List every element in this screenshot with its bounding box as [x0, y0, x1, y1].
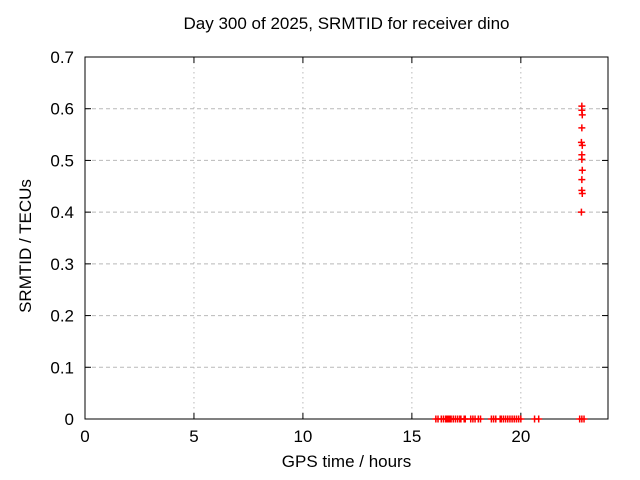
data-point-marker: [578, 155, 586, 163]
y-tick-label: 0.1: [50, 358, 74, 377]
data-point-marker: [577, 138, 585, 146]
data-point-marker: [577, 208, 585, 216]
data-point-marker: [580, 415, 588, 423]
data-point-marker: [578, 166, 586, 174]
y-tick-label: 0.3: [50, 255, 74, 274]
y-tick-label: 0.7: [50, 48, 74, 67]
chart-title: Day 300 of 2025, SRMTID for receiver din…: [183, 14, 510, 33]
data-point-marker: [578, 124, 586, 132]
x-tick-label: 20: [511, 427, 530, 446]
x-axis-label: GPS time / hours: [281, 452, 412, 471]
plot-border: [84, 56, 609, 420]
data-point-marker: [578, 190, 586, 198]
x-tick-label: 5: [189, 427, 198, 446]
x-tick-label: 15: [402, 427, 421, 446]
y-tick-label: 0.6: [50, 100, 74, 119]
data-point-marker: [578, 176, 586, 184]
data-point-marker: [477, 415, 485, 423]
y-tick-label: 0: [65, 410, 74, 429]
y-tick-label: 0.4: [50, 203, 74, 222]
x-tick-label: 10: [293, 427, 312, 446]
data-point-marker: [578, 111, 586, 119]
x-tick-label: 0: [80, 427, 89, 446]
data-point-marker: [578, 141, 586, 149]
data-point-marker: [517, 415, 525, 423]
y-tick-label: 0.2: [50, 307, 74, 326]
y-tick-label: 0.5: [50, 151, 74, 170]
data-point-marker: [535, 415, 543, 423]
